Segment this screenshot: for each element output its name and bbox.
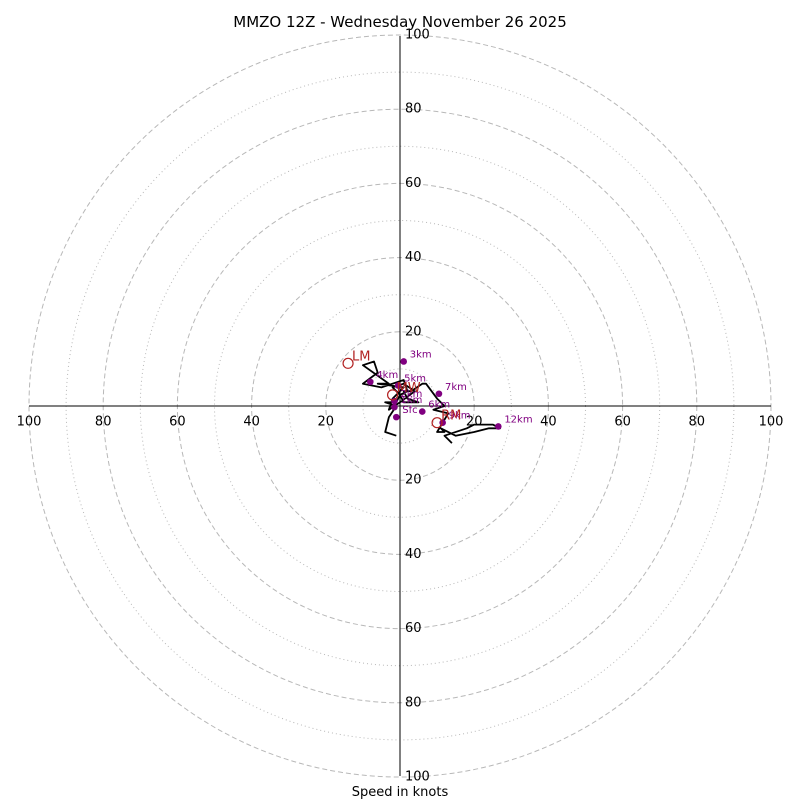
hodograph-line — [361, 360, 502, 444]
tick-label-right: 40 — [540, 415, 557, 430]
height-marker-label: 9km — [449, 411, 471, 422]
tick-label-bottom: 100 — [405, 770, 430, 785]
tick-label-top: 20 — [405, 324, 422, 339]
axes — [29, 36, 771, 776]
storm-motion-markers: LM MW RM — [342, 349, 461, 429]
height-marker-point — [391, 403, 398, 411]
height-marker-label: 6km — [428, 400, 450, 411]
tick-label-top: 100 — [405, 28, 430, 43]
tick-label-bottom: 60 — [405, 621, 422, 636]
tick-label-top: 40 — [405, 250, 422, 265]
tick-label-bottom: 20 — [405, 473, 422, 488]
chart-title: MMZO 12Z - Wednesday November 26 2025 — [233, 13, 567, 31]
height-marker-point — [367, 378, 374, 386]
tick-label-right: 80 — [689, 415, 706, 430]
hodograph-trace — [361, 360, 502, 444]
tick-label-right: 100 — [759, 415, 784, 430]
storm-motion-label: MW — [397, 381, 421, 396]
tick-label-right: 60 — [614, 415, 631, 430]
tick-label-top: 60 — [405, 176, 422, 191]
height-marker-label: 5km — [404, 374, 426, 385]
storm-motion-circle — [342, 357, 354, 369]
tick-label-bottom: 40 — [405, 547, 422, 562]
storm-motion-circle — [386, 389, 399, 401]
height-marker-label: 1km — [400, 395, 422, 406]
height-marker-label: Sfc — [402, 405, 417, 416]
storm-motion-label: LM — [352, 349, 370, 364]
x-axis-label: Speed in knots — [352, 785, 449, 800]
height-marker-point — [394, 382, 402, 389]
tick-label-left: 60 — [169, 415, 186, 430]
height-marker-point — [495, 423, 502, 430]
storm-motion-label: RM — [441, 409, 461, 424]
height-marker-label: 12km — [504, 414, 532, 425]
storm-motion-circle — [431, 417, 443, 429]
height-marker-point — [400, 358, 408, 365]
height-marker-label: 2km — [400, 389, 422, 400]
height-marker-label: 7km — [445, 382, 467, 393]
height-marker-label: 4km — [376, 370, 398, 381]
tick-label-left: 20 — [318, 415, 335, 430]
tick-label-left: 80 — [95, 415, 112, 430]
height-marker-point — [392, 413, 400, 421]
tick-label-top: 80 — [405, 102, 422, 117]
height-marker-point — [435, 390, 443, 398]
height-marker-label: 3km — [410, 349, 432, 360]
tick-label-left: 40 — [243, 415, 260, 430]
tick-label-left: 100 — [17, 415, 42, 430]
height-marker-point — [418, 408, 426, 415]
tick-label-bottom: 80 — [405, 695, 422, 710]
